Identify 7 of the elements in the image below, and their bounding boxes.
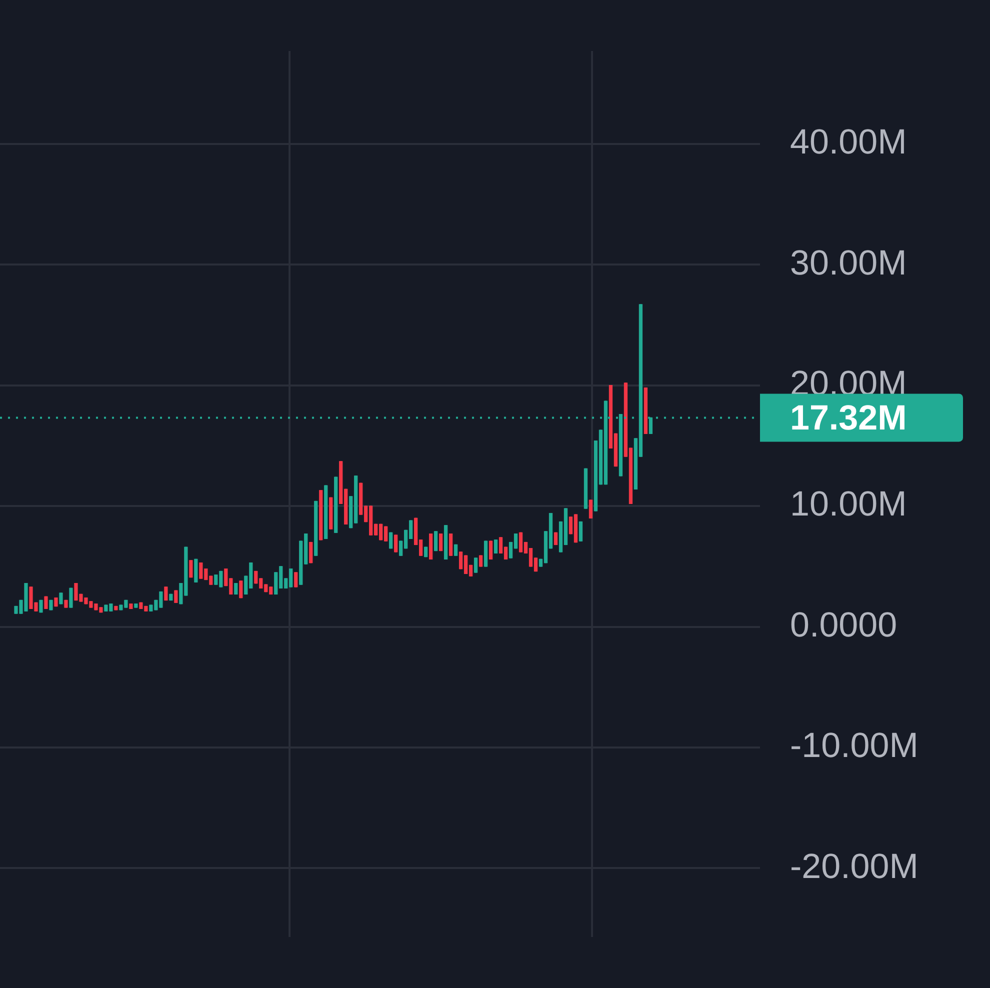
y-tick-label: -10.00M (790, 726, 918, 766)
y-tick-label: 40.00M (790, 122, 907, 162)
y-tick-label: 10.00M (790, 484, 907, 524)
y-tick-label: 30.00M (790, 243, 907, 282)
ref-line-label: 17.32M (790, 398, 907, 438)
y-tick-label: 0.0000 (790, 605, 898, 644)
y-tick-label: -20.00M (790, 846, 918, 886)
